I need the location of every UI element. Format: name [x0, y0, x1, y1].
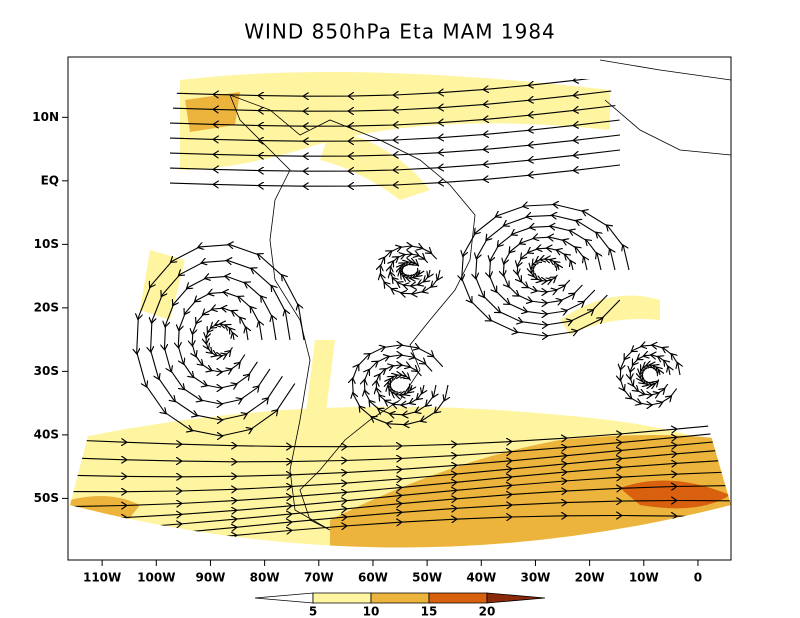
y-tick-label: 10S [34, 237, 59, 251]
map-frame [67, 56, 732, 561]
x-tick-label: 20W [575, 571, 605, 585]
streamline [462, 205, 630, 337]
x-tick-label: 30W [520, 571, 550, 585]
x-tick-label: 60W [358, 571, 388, 585]
colorbar-segment [486, 592, 546, 604]
y-tick-label: EQ [41, 173, 59, 187]
streamline [364, 355, 436, 415]
streamline [476, 215, 616, 325]
streamline [151, 261, 291, 420]
x-tick-label: 110W [83, 571, 121, 585]
wind-speed-shading [70, 72, 731, 548]
streamline [352, 345, 448, 425]
streamline [165, 276, 277, 404]
streamline [169, 164, 621, 186]
x-tick-label: 10W [629, 571, 659, 585]
streamline [517, 248, 573, 292]
colorbar-label: 20 [479, 605, 496, 618]
x-tick-label: 0 [694, 571, 702, 585]
streamline [206, 324, 234, 356]
streamline [400, 262, 420, 278]
axes: 110W 100W 90W 80W 70W 60W 50W 40W 30W 20W 10W 0 10N E… [32, 110, 702, 585]
y-tick-label: 10N [32, 110, 59, 124]
x-tick-label: 100W [137, 571, 175, 585]
y-tick-label: 20S [34, 300, 59, 314]
streamline [503, 237, 587, 303]
streamline [630, 355, 670, 395]
coastline [599, 59, 732, 156]
x-tick-label: 40W [466, 571, 496, 585]
colorbar: 5 10 15 20 [254, 592, 546, 618]
colorbar-segment [254, 592, 314, 604]
title: WIND 850hPa Eta MAM 1984 [244, 20, 556, 44]
colorbar-label: 10 [363, 605, 380, 618]
y-tick-label: 40S [34, 427, 59, 441]
streamline [192, 308, 248, 372]
streamline [490, 226, 602, 314]
streamline [531, 259, 559, 281]
streamline [640, 365, 660, 385]
x-tick-label: 70W [304, 571, 334, 585]
streamline [380, 246, 440, 294]
colorbar-label: 5 [309, 605, 317, 618]
y-tick-label: 30S [34, 364, 59, 378]
colorbar-segment [428, 592, 488, 604]
y-tick-label: 50S [34, 491, 59, 505]
x-tick-label: 80W [250, 571, 280, 585]
x-tick-label: 90W [195, 571, 225, 585]
streamline [390, 254, 430, 286]
streamline [376, 365, 424, 405]
streamline [137, 245, 305, 436]
colorbar-segment [312, 592, 372, 604]
streamlines [70, 74, 731, 548]
x-tick-label: 50W [412, 571, 442, 585]
streamline [388, 375, 412, 395]
colorbar-label: 15 [421, 605, 438, 618]
streamline [620, 345, 680, 405]
streamline [178, 292, 262, 388]
colorbar-segment [370, 592, 430, 604]
